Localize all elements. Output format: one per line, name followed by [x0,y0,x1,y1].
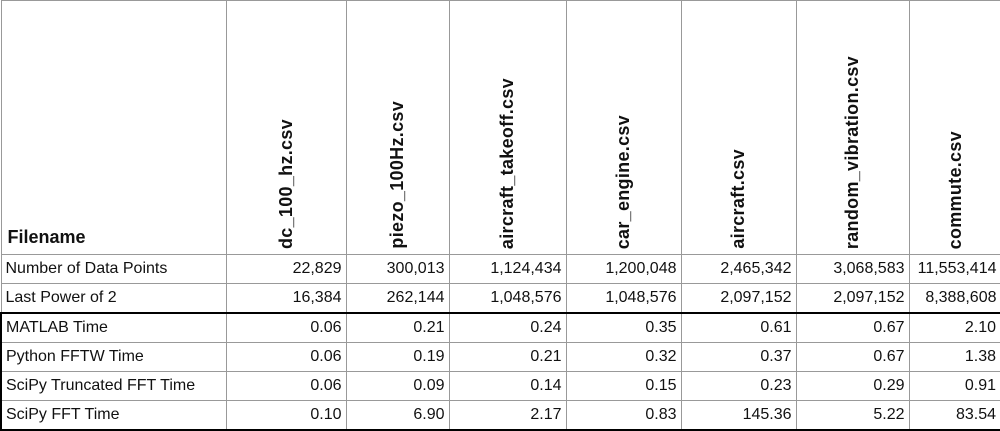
cell-value: 0.19 [345,342,450,372]
header-row: Filename dc_100_hz.csv piezo_100Hz.csv airc… [0,0,1000,255]
header-cell: dc_100_hz.csv [225,0,347,255]
cell-value: 8,388,608 [908,283,1000,314]
cell-value: 0.21 [345,312,450,343]
cell-value: 5.22 [795,400,910,431]
cell-value: 1,200,048 [565,254,682,284]
cell-value: 0.29 [795,371,910,401]
table-row: Python FFTW Time 0.06 0.19 0.21 0.32 0.37 0.67… [0,342,1000,372]
cell-value: 0.06 [225,371,347,401]
row-label: MATLAB Time [0,312,227,343]
cell-value: 0.21 [448,342,567,372]
cell-value: 0.61 [680,312,797,343]
table-row: Last Power of 2 16,384 262,144 1,048,576 1,0… [0,283,1000,314]
cell-value: 0.06 [225,342,347,372]
cell-value: 2.10 [908,312,1000,343]
cell-value: 0.83 [565,400,682,431]
header-label: random_vibration.csv [842,55,862,249]
header-label: piezo_100Hz.csv [387,101,407,249]
cell-value: 2.17 [448,400,567,431]
header-label: commute.csv [944,130,965,249]
cell-value: 6.90 [345,400,450,431]
row-label: Last Power of 2 [0,283,227,314]
header-label: dc_100_hz.csv [275,119,296,249]
cell-value: 0.14 [448,371,567,401]
cell-value: 3,068,583 [795,254,910,284]
header-cell: Filename [0,0,227,255]
table-row: Number of Data Points 22,829 300,013 1,124,… [0,254,1000,284]
header-cell: aircraft.csv [680,0,797,255]
cell-value: 1,048,576 [565,283,682,314]
row-label: SciPy FFT Time [0,400,227,431]
cell-value: 0.23 [680,371,797,401]
cell-value: 0.10 [225,400,347,431]
cell-value: 300,013 [345,254,450,284]
header-cell: random_vibration.csv [795,0,910,255]
cell-value: 0.32 [565,342,682,372]
cell-value: 2,097,152 [680,283,797,314]
cell-value: 2,097,152 [795,283,910,314]
header-cell: commute.csv [908,0,1000,255]
cell-value: 145.36 [680,400,797,431]
cell-value: 0.35 [565,312,682,343]
table-body: Number of Data Points 22,829 300,013 1,124,… [0,254,1000,431]
cell-value: 1,124,434 [448,254,567,284]
cell-value: 1,048,576 [448,283,567,314]
cell-value: 0.15 [565,371,682,401]
cell-value: 2,465,342 [680,254,797,284]
cell-value: 0.67 [795,312,910,343]
cell-value: 22,829 [225,254,347,284]
table-row: MATLAB Time 0.06 0.21 0.24 0.35 0.61 0.67 2.10 [0,312,1000,343]
cell-value: 16,384 [225,283,347,314]
cell-value: 1.38 [908,342,1000,372]
cell-value: 0.91 [908,371,1000,401]
cell-value: 0.24 [448,312,567,343]
header-label: car_engine.csv [613,114,633,249]
cell-value: 0.09 [345,371,450,401]
header-label: aircraft_takeoff.csv [497,77,517,249]
cell-value: 0.67 [795,342,910,372]
cell-value: 83.54 [908,400,1000,431]
header-cell: aircraft_takeoff.csv [448,0,567,255]
cell-value: 262,144 [345,283,450,314]
header-cell: piezo_100Hz.csv [345,0,450,255]
table-row: SciPy Truncated FFT Time 0.06 0.09 0.14 0.15… [0,371,1000,401]
row-label: Number of Data Points [0,254,227,284]
row-label: SciPy Truncated FFT Time [0,371,227,401]
header-label: aircraft.csv [728,149,748,249]
cell-value: 11,553,414 [908,254,1000,284]
header-cell: car_engine.csv [565,0,682,255]
table-row: SciPy FFT Time 0.10 6.90 2.17 0.83 145.36 5.22… [0,400,1000,431]
cell-value: 0.06 [225,312,347,343]
row-label: Python FFTW Time [0,342,227,372]
cell-value: 0.37 [680,342,797,372]
